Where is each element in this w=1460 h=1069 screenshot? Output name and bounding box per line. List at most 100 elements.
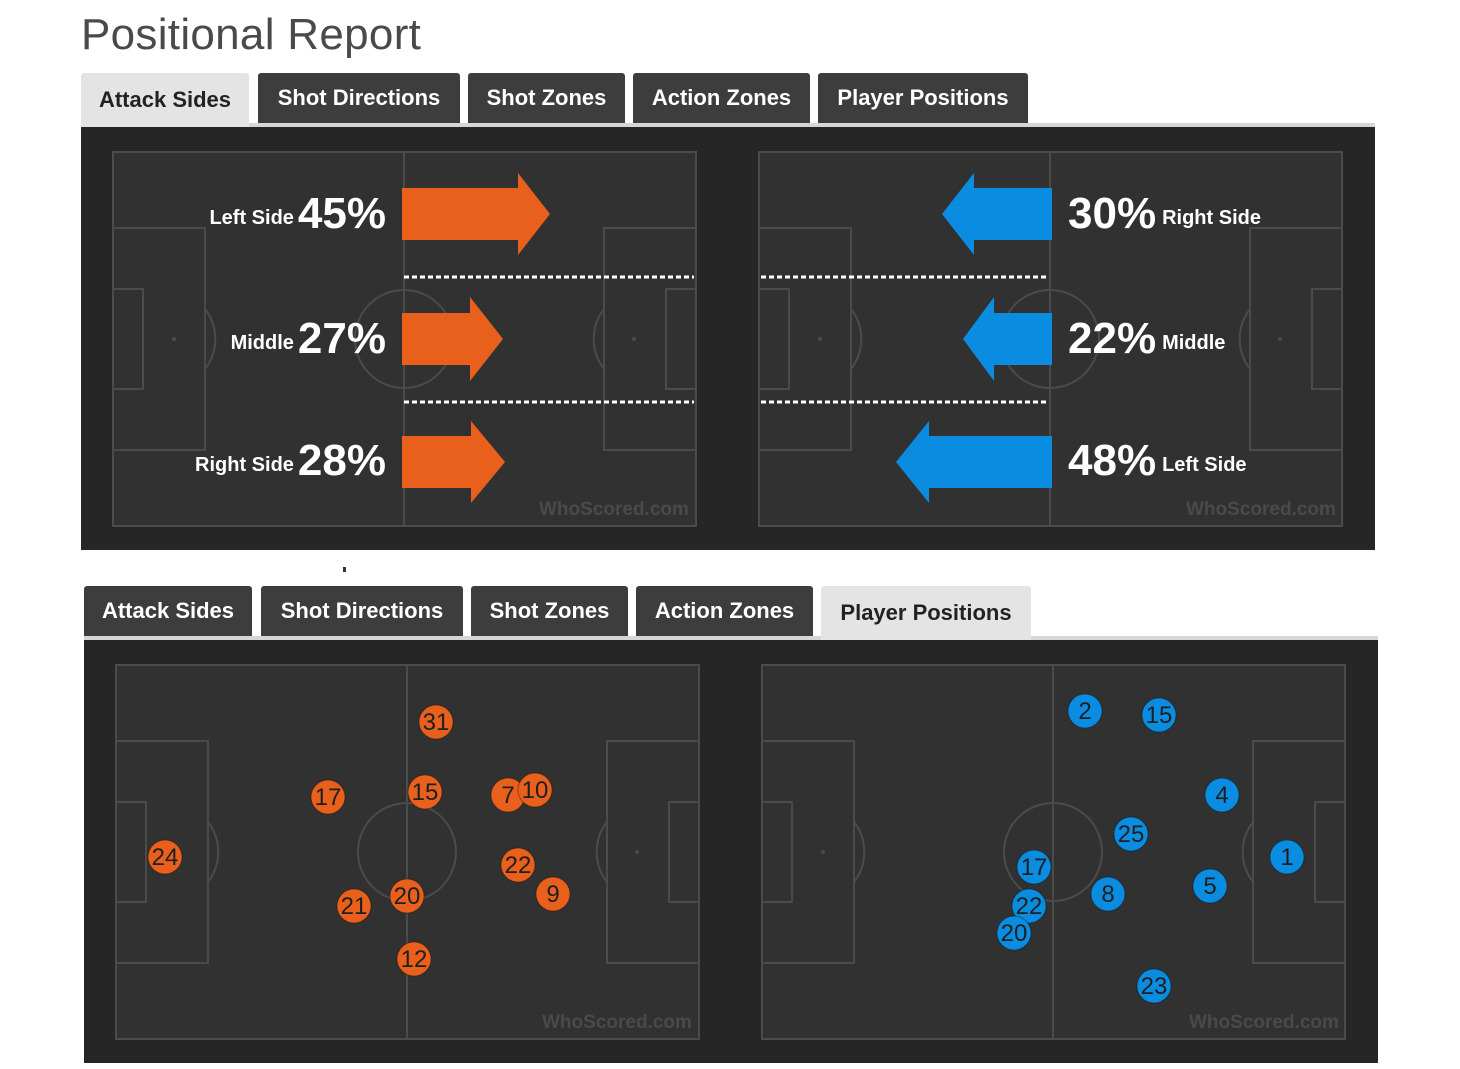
home-player-marker: 21 <box>336 888 372 924</box>
tab-underline <box>81 123 1375 127</box>
home-arrow-left-side <box>402 173 550 255</box>
home-player-marker: 22 <box>500 847 536 883</box>
away-player-dot <box>1113 816 1149 852</box>
away-player-dot <box>1136 968 1172 1004</box>
home-positions-pitch: 31 17 15 7 10 24 22 9 21 20 12 <box>115 664 700 1040</box>
home-player-marker: 31 <box>418 704 454 740</box>
away-player-marker: 15 <box>1141 697 1177 733</box>
home-player-number: 21 <box>341 893 368 920</box>
home-player-number: 31 <box>423 709 450 736</box>
away-pitch <box>758 151 1343 527</box>
home-left-side-stat: Left Side 45% <box>209 189 386 238</box>
home-player-dot <box>336 888 372 924</box>
watermark: WhoScored.com <box>1189 1012 1339 1033</box>
home-player-marker: 7 <box>490 777 526 813</box>
away-right-side-stat: 30% Right Side <box>1068 189 1261 238</box>
away-player-marker: 20 <box>996 915 1032 951</box>
stray-mark <box>343 567 346 572</box>
home-player-dot <box>389 878 425 914</box>
watermark: WhoScored.com <box>539 499 689 520</box>
away-arrow-middle <box>963 297 1052 381</box>
tab-attack-sides[interactable]: Attack Sides <box>84 586 252 636</box>
away-player-marker: 17 <box>1016 849 1052 885</box>
home-player-marker: 24 <box>147 839 183 875</box>
away-left-side-stat: 48% Left Side <box>1068 436 1247 485</box>
away-player-dot <box>1090 876 1126 912</box>
away-player-number: 4 <box>1215 782 1228 809</box>
tab-shot-directions[interactable]: Shot Directions <box>258 73 460 123</box>
away-player-dot <box>996 915 1032 951</box>
away-player-number: 25 <box>1118 821 1145 848</box>
home-player-dot <box>418 704 454 740</box>
watermark: WhoScored.com <box>542 1012 692 1033</box>
away-player-number: 20 <box>1001 920 1028 947</box>
away-player-number: 17 <box>1021 854 1048 881</box>
away-middle-stat: 22% Middle <box>1068 314 1226 363</box>
away-arrow-left-side <box>896 421 1052 503</box>
away-player-dot <box>1269 839 1305 875</box>
away-player-number: 5 <box>1203 873 1216 900</box>
home-player-dot <box>147 839 183 875</box>
home-arrow-right-side <box>402 421 505 503</box>
home-player-marker: 12 <box>396 941 432 977</box>
bottom-tab-bar: Attack Sides Shot Directions Shot Zones … <box>84 586 1378 640</box>
home-player-marker: 20 <box>389 878 425 914</box>
tab-shot-directions[interactable]: Shot Directions <box>261 586 463 636</box>
away-player-marker: 23 <box>1136 968 1172 1004</box>
tab-action-zones[interactable]: Action Zones <box>633 73 810 123</box>
home-player-number: 9 <box>546 881 559 908</box>
home-right-side-stat: Right Side 28% <box>195 436 386 485</box>
watermark: WhoScored.com <box>1186 499 1336 520</box>
away-arrow-right-side <box>942 173 1052 255</box>
home-player-dot <box>517 772 553 808</box>
home-player-number: 7 <box>501 782 514 809</box>
away-player-dot <box>1141 697 1177 733</box>
home-player-marker: 15 <box>407 774 443 810</box>
tab-action-zones[interactable]: Action Zones <box>636 586 813 636</box>
away-player-marker: 4 <box>1204 777 1240 813</box>
away-player-number: 22 <box>1016 893 1043 920</box>
tab-player-positions[interactable]: Player Positions <box>818 73 1028 123</box>
away-player-marker: 8 <box>1090 876 1126 912</box>
home-player-marker: 10 <box>517 772 553 808</box>
attack-sides-panel: Left Side 45% Middle 27% Right Side 28% … <box>81 127 1375 550</box>
home-player-marker: 9 <box>535 876 571 912</box>
away-player-number: 23 <box>1141 973 1168 1000</box>
home-player-dot <box>535 876 571 912</box>
home-player-number: 20 <box>394 883 421 910</box>
away-player-marker: 22 <box>1011 888 1047 924</box>
home-middle-stat: Middle 27% <box>230 314 386 363</box>
home-player-number: 17 <box>315 784 342 811</box>
away-player-number: 15 <box>1146 702 1173 729</box>
home-player-number: 10 <box>522 777 549 804</box>
away-player-dot <box>1192 868 1228 904</box>
top-tab-bar: Attack Sides Shot Directions Shot Zones … <box>81 73 1375 127</box>
home-player-number: 22 <box>505 852 532 879</box>
page-title: Positional Report <box>81 10 422 59</box>
away-player-dot <box>1011 888 1047 924</box>
home-player-dot <box>396 941 432 977</box>
home-player-marker: 17 <box>310 779 346 815</box>
away-player-marker: 5 <box>1192 868 1228 904</box>
away-player-dot <box>1204 777 1240 813</box>
home-arrow-middle <box>402 297 503 381</box>
away-player-dot <box>1016 849 1052 885</box>
home-player-number: 15 <box>412 779 439 806</box>
away-player-number: 8 <box>1101 881 1114 908</box>
away-player-number: 2 <box>1078 698 1091 725</box>
home-player-dot <box>310 779 346 815</box>
tab-player-positions[interactable]: Player Positions <box>821 586 1031 640</box>
tab-shot-zones[interactable]: Shot Zones <box>471 586 628 636</box>
away-player-number: 1 <box>1280 844 1293 871</box>
player-positions-panel: 31 17 15 7 10 24 22 9 21 20 12 WhoScored.com 2 15 4 2… <box>84 640 1378 1063</box>
home-player-number: 12 <box>401 946 428 973</box>
home-pitch <box>112 151 697 527</box>
away-player-marker: 1 <box>1269 839 1305 875</box>
tab-attack-sides[interactable]: Attack Sides <box>81 73 249 127</box>
tab-underline <box>84 636 1378 640</box>
away-player-marker: 25 <box>1113 816 1149 852</box>
tab-shot-zones[interactable]: Shot Zones <box>468 73 625 123</box>
away-player-dot <box>1067 693 1103 729</box>
home-player-dot <box>500 847 536 883</box>
